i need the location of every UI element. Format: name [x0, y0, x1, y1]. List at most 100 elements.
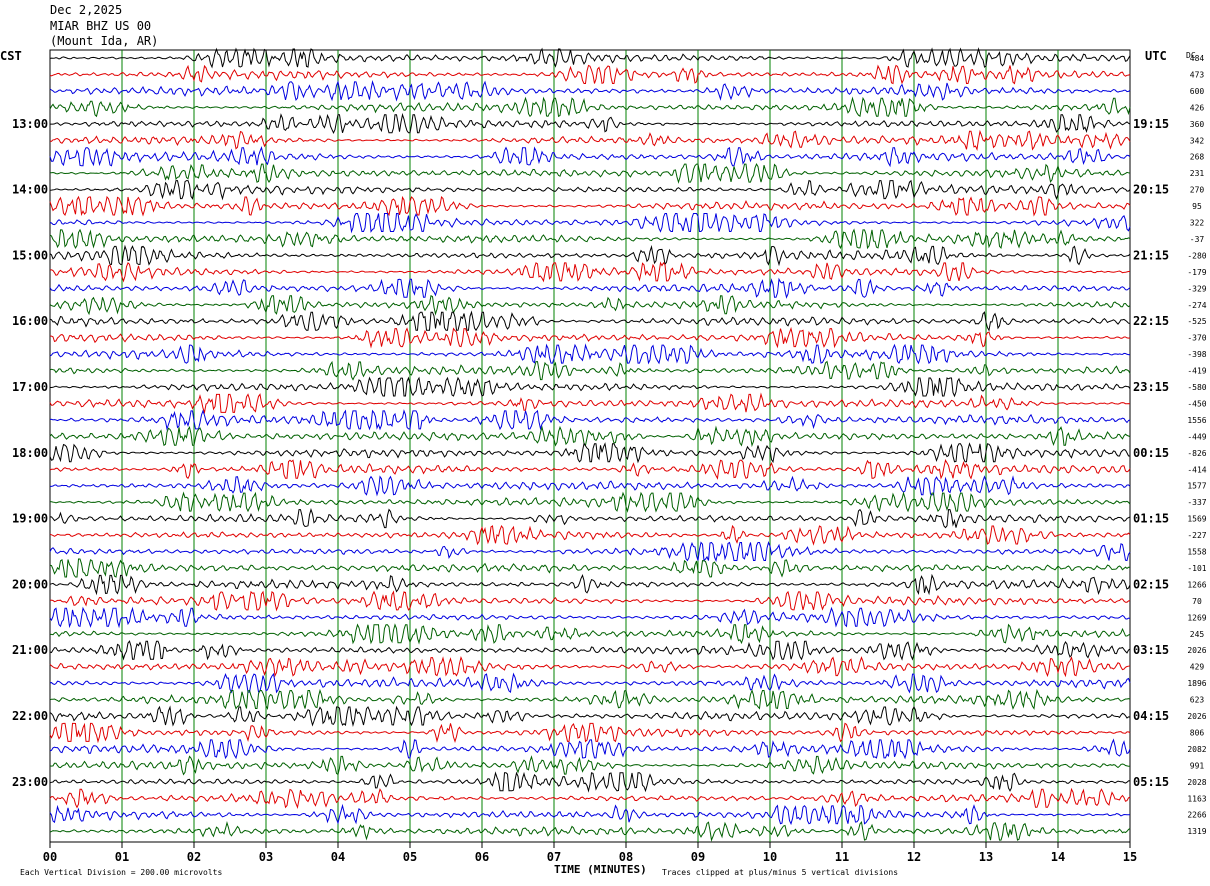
dc-offset-label: 245 [1190, 630, 1205, 639]
x-tick-label: 13 [979, 850, 993, 864]
dc-offset-label: 1266 [1187, 580, 1206, 589]
dc-offset-label: -370 [1187, 334, 1206, 343]
utc-hour-label: 04:15 [1133, 709, 1169, 723]
x-tick-label: 09 [691, 850, 705, 864]
dc-offset-label: 600 [1190, 87, 1205, 96]
seismic-trace [49, 771, 1131, 793]
cst-hour-label: 16:00 [12, 314, 48, 328]
utc-hour-label: 02:15 [1133, 577, 1169, 591]
seismic-trace [49, 590, 1131, 612]
seismic-trace [49, 295, 1131, 316]
seismic-trace [49, 803, 1131, 826]
dc-offset-label: 2026 [1187, 712, 1206, 721]
dc-offset-label: -398 [1187, 350, 1206, 359]
seismic-trace [49, 425, 1131, 448]
seismic-trace [49, 672, 1131, 694]
scale-note: Each Vertical Division = 200.00 microvol… [20, 868, 222, 877]
dc-offset-label: 270 [1190, 186, 1205, 195]
seismic-trace [49, 656, 1131, 678]
dc-offset-label: 268 [1190, 153, 1205, 162]
dc-header-label: DC [1186, 51, 1196, 60]
right-axis-label: UTC [1145, 49, 1167, 63]
cst-hour-label: 17:00 [12, 380, 48, 394]
seismic-trace [49, 310, 1131, 332]
seismic-trace [49, 392, 1131, 415]
cst-hour-label: 13:00 [12, 117, 48, 131]
dc-offset-label: -449 [1187, 432, 1206, 441]
seismic-trace [49, 277, 1131, 299]
x-tick-label: 06 [475, 850, 489, 864]
dc-offset-label: -450 [1187, 399, 1206, 408]
dc-offset-label: 1569 [1187, 515, 1206, 524]
dc-offset-label: -337 [1187, 498, 1206, 507]
utc-hour-label: 03:15 [1133, 643, 1169, 657]
utc-hour-label: 00:15 [1133, 446, 1169, 460]
seismic-trace [49, 705, 1131, 727]
dc-offset-label: 1577 [1187, 482, 1206, 491]
seismic-trace [49, 360, 1131, 381]
x-tick-label: 15 [1123, 850, 1137, 864]
cst-hour-label: 23:00 [12, 775, 48, 789]
dc-offset-label: 1896 [1187, 679, 1206, 688]
dc-offset-label: 231 [1190, 169, 1205, 178]
seismic-trace [50, 623, 1131, 645]
plot-frame [49, 49, 1131, 843]
seismic-trace [49, 491, 1131, 513]
seismic-trace [49, 755, 1131, 776]
dc-offset-label: 991 [1190, 761, 1205, 770]
seismic-trace [49, 787, 1131, 810]
utc-hour-label: 19:15 [1133, 117, 1169, 131]
seismic-trace [49, 606, 1131, 629]
seismic-trace [49, 524, 1131, 546]
seismic-trace [49, 540, 1131, 563]
dc-offset-label: 1319 [1187, 827, 1206, 836]
dc-offset-label: 429 [1190, 663, 1205, 672]
dc-offset-label: 2266 [1187, 811, 1206, 820]
dc-offset-label: 1558 [1187, 548, 1206, 557]
dc-offset-label: -274 [1187, 301, 1206, 310]
seismic-trace [49, 558, 1130, 578]
seismic-trace [49, 640, 1131, 661]
x-tick-label: 00 [43, 850, 57, 864]
utc-hour-label: 05:15 [1133, 775, 1169, 789]
dc-offset-label: 2026 [1187, 646, 1206, 655]
dc-offset-label: -580 [1187, 383, 1206, 392]
seismic-trace [49, 442, 1131, 464]
dc-offset-label: 473 [1190, 70, 1205, 79]
cst-hour-label: 21:00 [12, 643, 48, 657]
seismic-trace [49, 738, 1131, 760]
seismic-trace [50, 112, 1131, 134]
x-tick-label: 05 [403, 850, 417, 864]
dc-offset-label: 806 [1190, 728, 1205, 737]
x-tick-label: 03 [259, 850, 273, 864]
dc-offset-label: 70 [1192, 597, 1202, 606]
dc-offset-label: 1269 [1187, 613, 1206, 622]
dc-offset-label: -280 [1187, 251, 1206, 260]
dc-offset-label: 1163 [1187, 794, 1206, 803]
dc-offset-label: -826 [1187, 449, 1206, 458]
x-tick-label: 12 [907, 850, 921, 864]
dc-offset-label: 484 [1190, 54, 1205, 63]
seismic-trace [49, 820, 1131, 842]
cst-hour-label: 22:00 [12, 709, 48, 723]
utc-hour-label: 20:15 [1133, 183, 1169, 197]
seismic-trace [49, 129, 1131, 152]
x-tick-label: 02 [187, 850, 201, 864]
dc-offset-label: 426 [1190, 103, 1205, 112]
header-location: (Mount Ida, AR) [50, 34, 159, 48]
dc-offset-label: -37 [1190, 235, 1205, 244]
header-station: MIAR BHZ US 00 [50, 19, 152, 33]
seismic-trace [50, 475, 1131, 497]
left-axis-label: CST [0, 49, 22, 63]
cst-hour-label: 15:00 [12, 248, 48, 262]
seismic-trace [49, 64, 1131, 85]
utc-hour-label: 21:15 [1133, 248, 1169, 262]
x-tick-label: 11 [835, 850, 849, 864]
seismic-trace [49, 573, 1131, 596]
dc-offset-label: -227 [1187, 531, 1206, 540]
seismic-trace [49, 688, 1131, 711]
seismic-trace [49, 146, 1131, 168]
dc-offset-label: 342 [1190, 136, 1205, 145]
cst-hour-label: 20:00 [12, 577, 48, 591]
